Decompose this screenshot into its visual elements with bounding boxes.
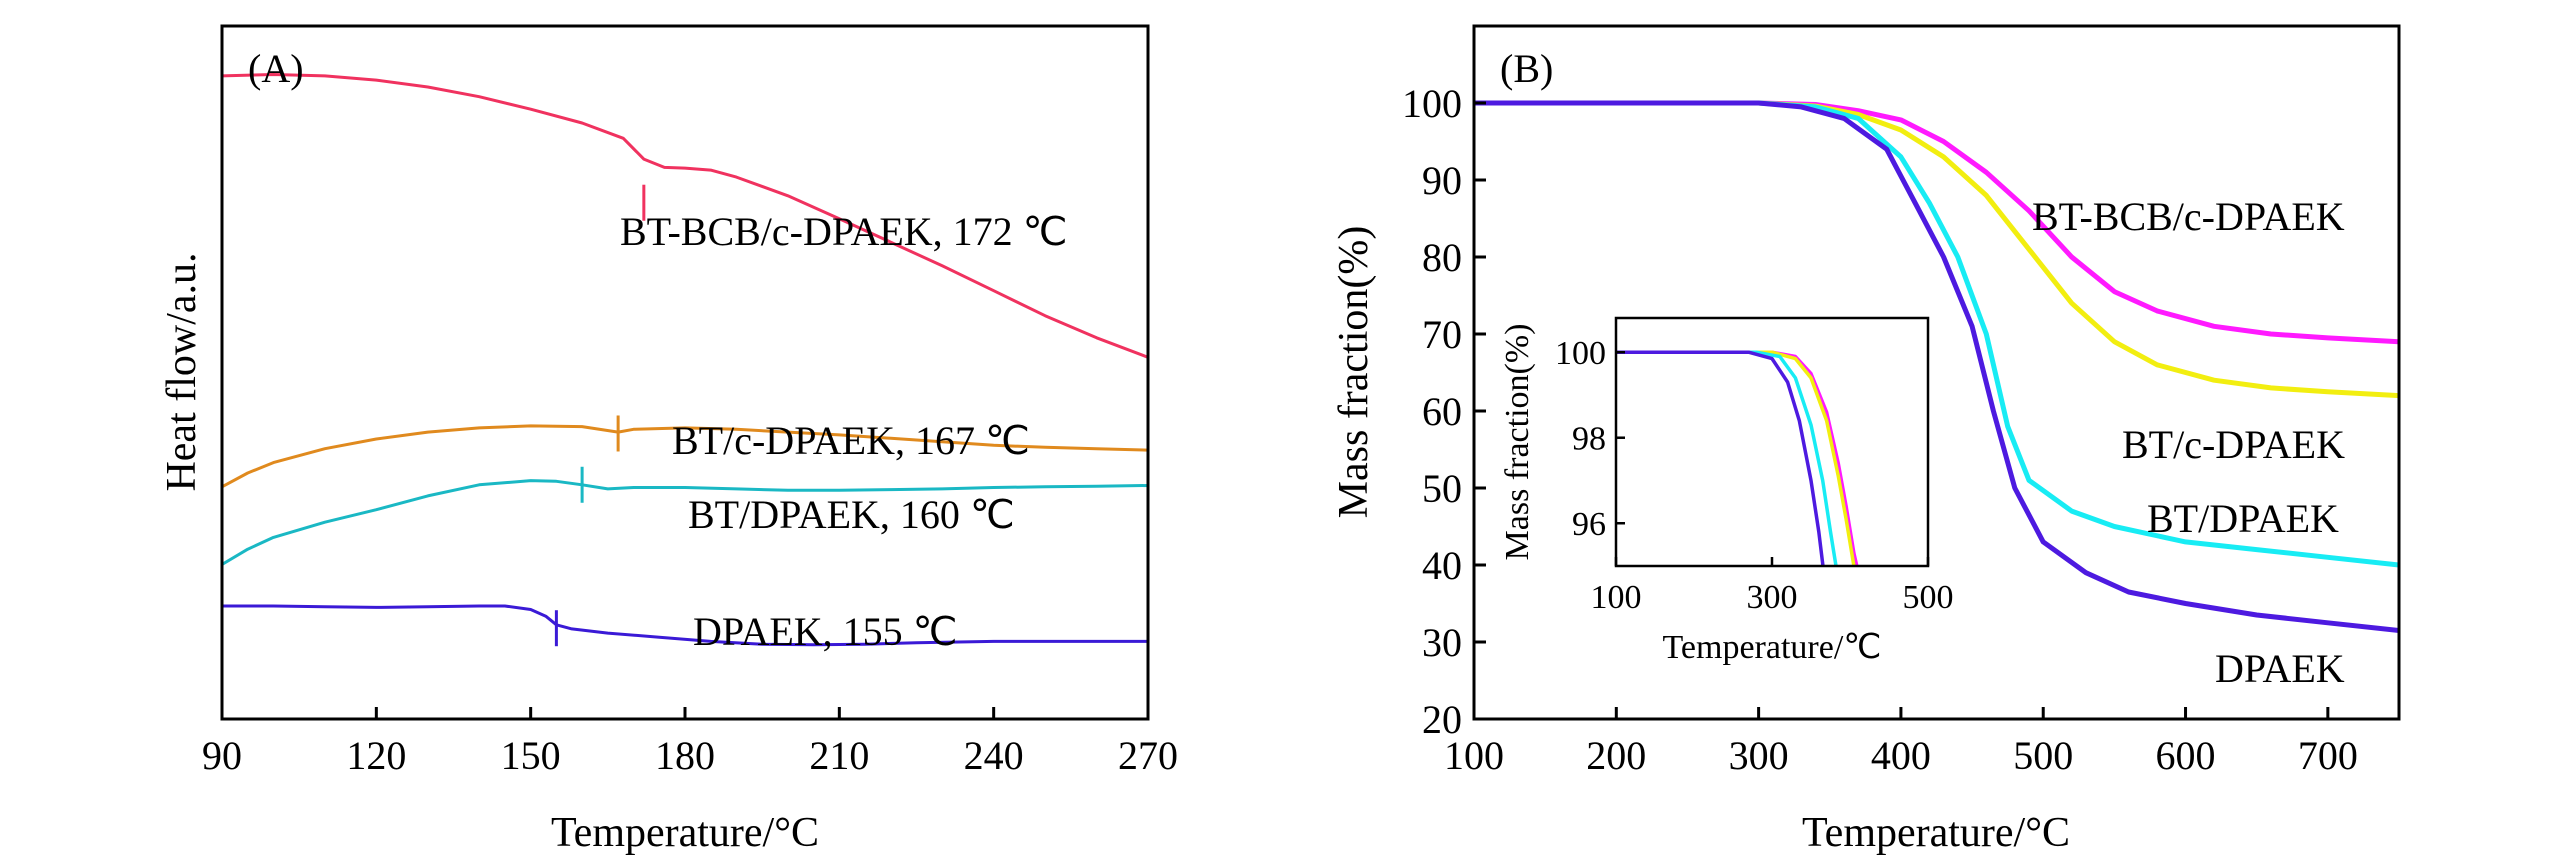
- y-tick-label-b: 20: [1422, 697, 1462, 742]
- series-label-bt-c-dpaek-b: BT/c-DPAEK: [2122, 422, 2345, 467]
- y-tick-label-b: 60: [1422, 389, 1462, 434]
- x-tick-label-b: 200: [1586, 733, 1646, 778]
- series-label-bt-bcb-c-dpaek-a: BT-BCB/c-DPAEK, 172 ℃: [620, 209, 1068, 254]
- x-tick-label-b: 100: [1444, 733, 1504, 778]
- series-label-dpaek-a: DPAEK, 155 ℃: [693, 609, 958, 654]
- panel-a-tg-marks: [554, 184, 646, 647]
- panel-b: 100 200 300 400 500 600 7002030405060708090100…: [1331, 24, 2401, 856]
- y-tick-label-b: 40: [1422, 543, 1462, 588]
- y-tick-label-b: 90: [1422, 158, 1462, 203]
- inset-curve-bt-c-dpaek: [1616, 350, 1856, 566]
- panel-b-xlabel: Temperature/°C: [1802, 810, 2070, 856]
- inset-xlabel: Temperature/℃: [1663, 629, 1882, 666]
- panel-a: 90 120 150 180 210 240 270 (A) Temperature/°C …: [159, 24, 1178, 856]
- series-label-bt-dpaek-a: BT/DPAEK, 160 ℃: [688, 492, 1015, 537]
- inset-ticks: 100 300 500 96 98 100: [1555, 335, 1954, 616]
- curve-b-bt-c-dpaek: [1474, 100, 2399, 399]
- curve-a-dpaek: [222, 604, 1148, 647]
- x-tick-label-a: 210: [809, 733, 869, 778]
- panel-a-xlabel: Temperature/°C: [551, 810, 819, 856]
- panel-b-ticks: 100 200 300 400 500 600 700 20 30 40 50 60 70 80 90 100: [1402, 81, 2358, 778]
- y-tick-label-b: 80: [1422, 235, 1462, 280]
- inset-y-tick-label: 100: [1555, 335, 1606, 372]
- curve-b-bt-dpaek: [1474, 100, 2399, 568]
- panel-b-ylabel: Mass fraction(%): [1331, 226, 1377, 519]
- x-tick-label-a: 270: [1118, 733, 1178, 778]
- y-tick-label-b: 70: [1422, 312, 1462, 357]
- inset-x-tick-label: 300: [1747, 579, 1798, 616]
- inset-curves: [1616, 350, 1859, 566]
- panel-a-x-ticks: 90 120 150 180 210 240 270: [202, 707, 1178, 778]
- curve-a-bt-c-dpaek: [222, 424, 1148, 489]
- x-tick-label-b: 300: [1729, 733, 1789, 778]
- panel-a-curves: [222, 73, 1148, 647]
- panel-a-ylabel: Heat flow/a.u.: [159, 252, 205, 491]
- curve-a-bt-bcb-c-dpaek: [222, 73, 1148, 359]
- inset-curve-dpaek: [1616, 350, 1825, 566]
- panel-a-frame: [220, 24, 1150, 721]
- panel-a-label: (A): [248, 46, 304, 91]
- x-tick-label-a: 90: [202, 733, 242, 778]
- inset-y-tick-label: 96: [1572, 506, 1606, 543]
- inset-curve-bt-dpaek: [1616, 350, 1838, 566]
- x-tick-label-a: 120: [346, 733, 406, 778]
- y-tick-label-b: 30: [1422, 620, 1462, 665]
- panel-b-frame: [1472, 24, 2401, 721]
- x-tick-label-a: 180: [655, 733, 715, 778]
- series-label-bt-bcb-c-dpaek-b: BT-BCB/c-DPAEK: [2032, 194, 2345, 239]
- x-tick-label-b: 700: [2298, 733, 2358, 778]
- inset-x-tick-label: 100: [1591, 579, 1642, 616]
- curve-a-bt-dpaek: [222, 479, 1148, 566]
- panel-b-curves: [1474, 100, 2399, 633]
- series-label-bt-c-dpaek-a: BT/c-DPAEK, 167 ℃: [672, 418, 1030, 463]
- inset-x-tick-label: 500: [1903, 579, 1954, 616]
- inset-ylabel: Mass fraction(%): [1499, 324, 1536, 561]
- y-tick-label-b: 50: [1422, 466, 1462, 511]
- x-tick-label-b: 400: [1871, 733, 1931, 778]
- x-tick-label-a: 150: [501, 733, 561, 778]
- x-tick-label-b: 600: [2156, 733, 2216, 778]
- inset-y-tick-label: 98: [1572, 421, 1606, 458]
- curve-b-dpaek: [1474, 100, 2399, 633]
- y-tick-label-b: 100: [1402, 81, 1462, 126]
- series-label-bt-dpaek-b: BT/DPAEK: [2147, 496, 2339, 541]
- panel-b-label: (B): [1500, 46, 1553, 91]
- inset-chart: 100 300 500 96 98 100 Temperature/℃ Mass frac…: [1499, 316, 1954, 666]
- x-tick-label-a: 240: [964, 733, 1024, 778]
- series-label-dpaek-b: DPAEK: [2215, 646, 2345, 691]
- x-tick-label-b: 500: [2013, 733, 2073, 778]
